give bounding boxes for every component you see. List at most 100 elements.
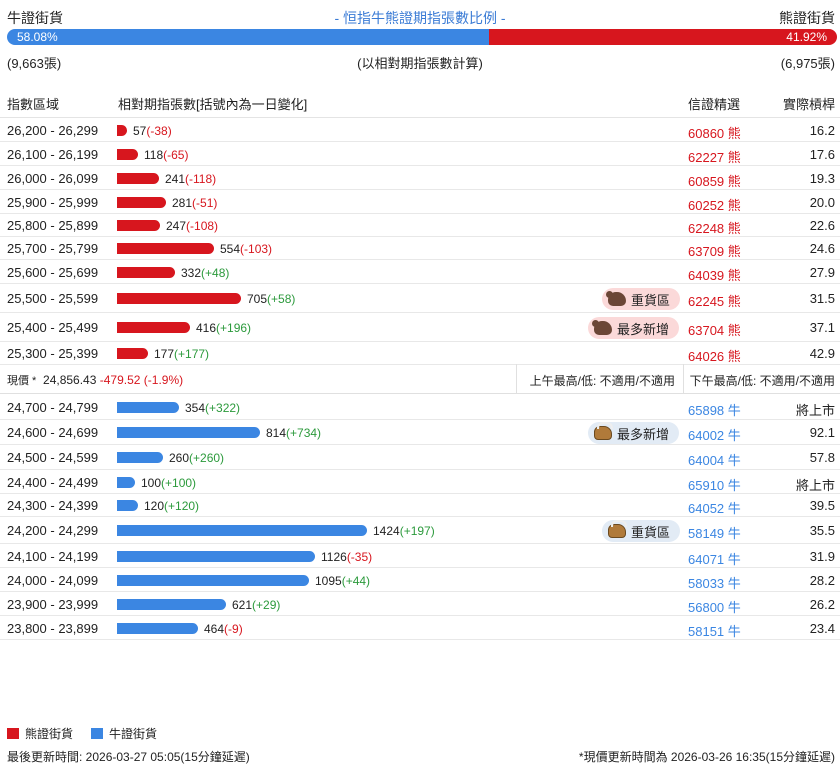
bull-quantity-bar [117, 427, 260, 438]
quantity-value: 120(+120) [144, 499, 199, 513]
cbbc-code-link[interactable]: 60859 熊 [688, 174, 741, 189]
count-row: (9,663張) (以相對期指張數計算) (6,975張) [0, 53, 840, 71]
quantity-number: 416 [196, 321, 217, 335]
column-header-range: 指數區域 [7, 97, 60, 112]
current-price-label: 現價 * [7, 375, 37, 387]
effective-leverage: 57.8 [809, 450, 835, 465]
bear-count: (6,975張) [780, 56, 835, 71]
quantity-value: 1095(+44) [315, 574, 370, 588]
bull-quantity-bar [117, 452, 163, 463]
bear-quantity-bar [117, 293, 241, 304]
summary-header: 牛證街貨 - 恒指牛熊證期指張數比例 - 熊證街貨 [0, 8, 840, 28]
cbbc-code-link[interactable]: 64004 牛 [688, 453, 741, 468]
cbbc-code-link[interactable]: 62248 熊 [688, 221, 741, 236]
bull-quantity-bar [117, 575, 309, 586]
cbbc-code-link[interactable]: 62227 熊 [688, 150, 741, 165]
index-range: 24,700 - 24,799 [7, 400, 99, 415]
quantity-number: 120 [144, 499, 165, 513]
effective-leverage: 92.1 [809, 425, 835, 440]
table-row: 25,500 - 25,599 705(+58) 重貨區 62245 熊 31.5 [0, 284, 840, 313]
quantity-number: 118 [144, 148, 164, 162]
quantity-number: 281 [172, 196, 193, 210]
daily-change: (+44) [341, 574, 371, 588]
cbbc-code-link[interactable]: 64039 熊 [688, 268, 741, 283]
effective-leverage: 37.1 [809, 320, 835, 335]
cbbc-code-link[interactable]: 58151 牛 [688, 624, 741, 639]
quantity-number: 332 [181, 266, 202, 280]
quantity-value: 354(+322) [185, 401, 240, 415]
cbbc-code-link[interactable]: 62245 熊 [688, 294, 741, 309]
bear-badge: 最多新增 [588, 317, 680, 339]
bull-quantity-bar [117, 623, 198, 634]
index-range: 24,200 - 24,299 [7, 523, 99, 538]
daily-change: (-118) [185, 172, 217, 186]
index-range: 25,600 - 25,699 [7, 265, 99, 280]
cbbc-code-link[interactable]: 60860 熊 [688, 126, 741, 141]
count-note: (以相對期指張數計算) [357, 56, 483, 71]
table-row: 25,400 - 25,499 416(+196) 最多新增 63704 熊 37.1 [0, 313, 840, 342]
daily-change: (-108) [186, 219, 219, 233]
effective-leverage: 19.3 [809, 171, 835, 186]
table-row: 26,000 - 26,099 241(-118) 60859 熊 19.3 [0, 166, 840, 190]
quantity-value: 332(+48) [181, 266, 229, 280]
table-row: 23,800 - 23,899 464(-9) 58151 牛 23.4 [0, 616, 840, 640]
quantity-value: 57(-38) [133, 124, 172, 138]
table-row: 26,200 - 26,299 57(-38) 60860 熊 16.2 [0, 119, 840, 142]
quantity-number: 100 [141, 476, 162, 490]
table-row: 24,200 - 24,299 1424(+197) 重貨區 58149 牛 35.5 [0, 517, 840, 544]
badge-label: 最多新增 [617, 426, 670, 442]
daily-change: (+58) [267, 292, 296, 306]
quantity-number: 554 [220, 242, 241, 256]
page-title: - 恒指牛熊證期指張數比例 - [334, 10, 506, 26]
am-high-low: 上午最高/低: 不適用/不適用 [516, 364, 684, 394]
effective-leverage: 23.4 [809, 621, 835, 636]
table-row: 24,100 - 24,199 1126(-35) 64071 牛 31.9 [0, 544, 840, 568]
bull-badge: 重貨區 [602, 520, 681, 542]
cbbc-code-link[interactable]: 63704 熊 [688, 323, 741, 338]
table-row: 24,300 - 24,399 120(+120) 64052 牛 39.5 [0, 494, 840, 517]
quantity-value: 621(+29) [232, 598, 280, 612]
badge-label: 最多新增 [617, 321, 670, 337]
legend-bull-swatch [91, 727, 104, 739]
quantity-number: 705 [247, 292, 268, 306]
legend-bear-swatch [7, 727, 19, 739]
cbbc-code-link[interactable]: 64071 牛 [688, 552, 741, 567]
quantity-value: 247(-108) [166, 219, 218, 233]
cbbc-code-link[interactable]: 58033 牛 [688, 576, 741, 591]
effective-leverage: 將上市 [795, 403, 835, 418]
cbbc-code-link[interactable]: 58149 牛 [688, 526, 741, 541]
daily-change: (-9) [224, 622, 243, 636]
effective-leverage: 17.6 [809, 147, 835, 162]
current-price-value: 24,856.43 [43, 373, 97, 387]
cbbc-code-link[interactable]: 56800 牛 [688, 600, 741, 615]
bear-icon [592, 320, 612, 335]
bear-quantity-bar [117, 243, 214, 254]
cbbc-code-link[interactable]: 65898 牛 [688, 403, 741, 418]
table-row: 25,800 - 25,899 247(-108) 62248 熊 22.6 [0, 214, 840, 237]
bear-quantity-bar [117, 149, 138, 160]
price-update-time: *現價更新時間為 2026-03-26 16:35(15分鐘延遲) [578, 750, 835, 764]
cbbc-code-link[interactable]: 63709 熊 [688, 244, 741, 259]
quantity-number: 241 [165, 172, 186, 186]
cbbc-code-link[interactable]: 60252 熊 [688, 198, 741, 213]
daily-change: (+197) [399, 524, 435, 538]
table-row: 25,300 - 25,399 177(+177) 64026 熊 42.9 [0, 342, 840, 365]
bear-ratio-segment: 41.92% [489, 29, 837, 45]
quantity-value: 814(+734) [266, 426, 321, 440]
index-range: 24,300 - 24,399 [7, 498, 99, 513]
cbbc-code-link[interactable]: 64026 熊 [688, 349, 741, 364]
current-price-row: 現價 * 24,856.43 -479.52 (-1.9%) 上午最高/低: 不… [0, 364, 840, 394]
index-range: 25,700 - 25,799 [7, 241, 99, 256]
bear-quantity-bar [117, 125, 127, 136]
table-row: 25,900 - 25,999 281(-51) 60252 熊 20.0 [0, 190, 840, 214]
effective-leverage: 42.9 [809, 346, 835, 361]
cbbc-code-link[interactable]: 65910 牛 [688, 478, 741, 493]
quantity-number: 57 [133, 124, 147, 138]
table-row: 26,100 - 26,199 118(-65) 62227 熊 17.6 [0, 142, 840, 166]
table-row: 25,600 - 25,699 332(+48) 64039 熊 27.9 [0, 260, 840, 284]
bear-quantity-bar [117, 197, 166, 208]
quantity-number: 260 [169, 451, 190, 465]
cbbc-code-link[interactable]: 64052 牛 [688, 501, 741, 516]
index-range: 25,800 - 25,899 [7, 218, 99, 233]
cbbc-code-link[interactable]: 64002 牛 [688, 428, 741, 443]
